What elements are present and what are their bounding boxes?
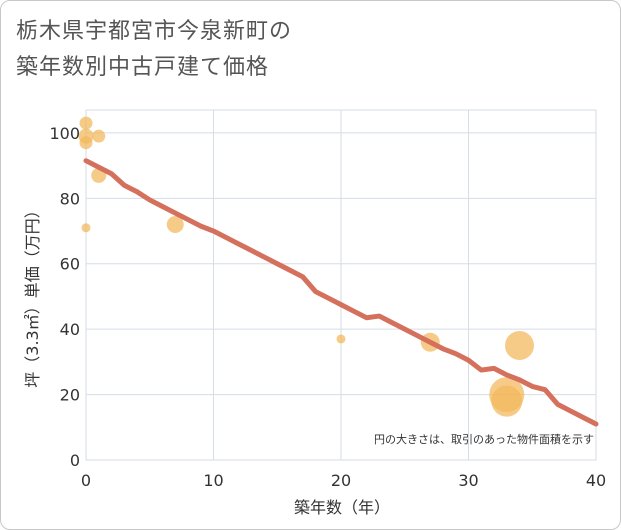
y-tick-label: 60 xyxy=(60,255,80,274)
y-tick-label: 0 xyxy=(70,451,80,470)
x-tick-label: 30 xyxy=(458,471,478,490)
y-tick-label: 20 xyxy=(60,386,80,405)
x-axis-label: 築年数（年） xyxy=(294,498,390,517)
chart-title-line-1: 栃木県宇都宮市今泉新町の xyxy=(16,19,293,44)
x-tick-label: 10 xyxy=(203,471,223,490)
trend-line xyxy=(83,158,599,427)
y-tick-label: 80 xyxy=(60,189,80,208)
bubble-point xyxy=(92,129,106,143)
chart-title-line-2: 築年数別中古戸建て価格 xyxy=(16,55,270,80)
bubble-point xyxy=(505,331,534,361)
bubble-point xyxy=(81,223,91,233)
chart-title: 栃木県宇都宮市今泉新町の 築年数別中古戸建て価格 xyxy=(16,14,292,86)
x-tick-label: 20 xyxy=(331,471,351,490)
grid-lines xyxy=(85,109,597,461)
x-tick-label: 0 xyxy=(81,471,91,490)
bubble-series xyxy=(78,116,534,417)
axes: 0 10 20 30 40 0 20 40 60 80 100 xyxy=(49,124,606,490)
bubble-point xyxy=(491,385,523,417)
size-note: 円の大きさは、取引のあった物件面積を示す xyxy=(374,432,594,446)
y-tick-label: 40 xyxy=(60,320,80,339)
bubble-point xyxy=(79,116,93,130)
bubble-point xyxy=(166,215,184,233)
bubble-point xyxy=(79,136,93,150)
trend-series xyxy=(83,158,599,427)
x-tick-label: 40 xyxy=(586,471,606,490)
y-axis-label: 坪（3.3㎡）単価（万円） xyxy=(23,202,42,387)
bubble-point xyxy=(336,334,346,344)
y-tick-label: 100 xyxy=(49,124,80,143)
